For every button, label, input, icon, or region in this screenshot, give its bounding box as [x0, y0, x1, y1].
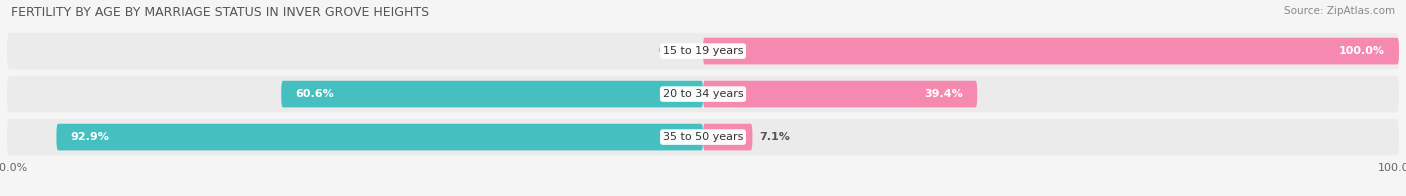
Text: 60.6%: 60.6%	[295, 89, 333, 99]
Text: 92.9%: 92.9%	[70, 132, 110, 142]
Text: 7.1%: 7.1%	[759, 132, 790, 142]
Text: Source: ZipAtlas.com: Source: ZipAtlas.com	[1284, 6, 1395, 16]
FancyBboxPatch shape	[281, 81, 703, 107]
Text: 35 to 50 years: 35 to 50 years	[662, 132, 744, 142]
Text: 15 to 19 years: 15 to 19 years	[662, 46, 744, 56]
FancyBboxPatch shape	[703, 81, 977, 107]
FancyBboxPatch shape	[703, 124, 752, 150]
Text: 20 to 34 years: 20 to 34 years	[662, 89, 744, 99]
FancyBboxPatch shape	[7, 33, 1399, 69]
FancyBboxPatch shape	[7, 119, 1399, 155]
FancyBboxPatch shape	[703, 38, 1399, 64]
Text: 0.0%: 0.0%	[658, 46, 689, 56]
Text: 100.0%: 100.0%	[1339, 46, 1385, 56]
Text: FERTILITY BY AGE BY MARRIAGE STATUS IN INVER GROVE HEIGHTS: FERTILITY BY AGE BY MARRIAGE STATUS IN I…	[11, 6, 429, 19]
Text: 39.4%: 39.4%	[925, 89, 963, 99]
FancyBboxPatch shape	[56, 124, 703, 150]
FancyBboxPatch shape	[7, 76, 1399, 112]
